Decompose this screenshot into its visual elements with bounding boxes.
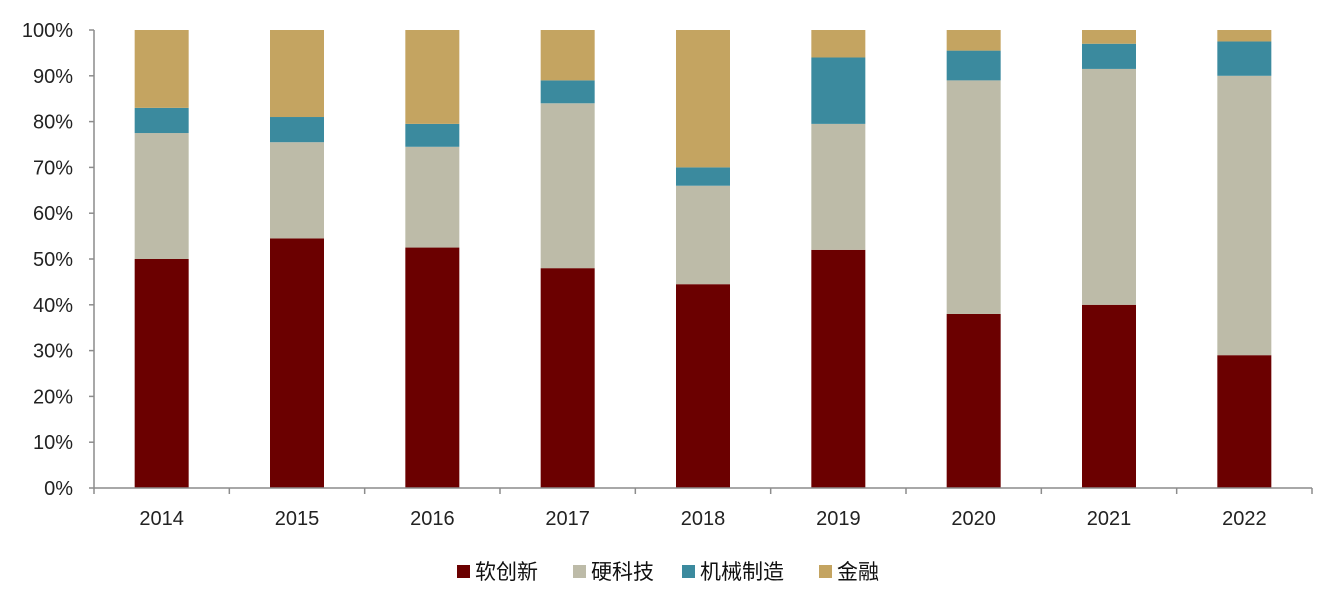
legend-label: 机械制造 xyxy=(700,561,784,584)
x-tick-label: 2017 xyxy=(545,508,590,530)
legend-item-0: 软创新 xyxy=(457,561,538,584)
bar-segment-2019-s2 xyxy=(811,57,866,124)
bar-segment-2015-s1 xyxy=(270,142,324,239)
bar-segment-2016-s2 xyxy=(405,123,460,147)
bar-segment-2015-s0 xyxy=(270,238,324,488)
x-tick-label: 2016 xyxy=(410,508,455,530)
bar-segment-2019-s3 xyxy=(811,30,866,58)
bar-segment-2016-s0 xyxy=(405,247,460,488)
bar-segment-2015-s2 xyxy=(270,117,324,143)
legend-item-2: 机械制造 xyxy=(682,561,784,584)
bar-segment-2022-s0 xyxy=(1217,355,1272,488)
bar-segment-2020-s3 xyxy=(946,30,1001,51)
bar-segment-2022-s2 xyxy=(1217,41,1272,76)
y-tick-label: 70% xyxy=(33,157,73,179)
axes-layer: 0% 10% 20% 30% 40% 50% 60% 70% 80% 90% 100% 2014 201… xyxy=(22,20,1313,530)
x-tick-label: 2020 xyxy=(951,508,996,530)
bar-segment-2014-s0 xyxy=(134,259,189,488)
legend-item-3: 金融 xyxy=(819,561,879,584)
y-tick-label: 10% xyxy=(33,432,73,454)
bar-segment-2022-s1 xyxy=(1217,75,1272,356)
bar-segment-2018-s0 xyxy=(676,284,730,488)
bar-segment-2018-s2 xyxy=(676,167,730,186)
x-tick-label: 2015 xyxy=(275,508,320,530)
bar-segment-2022-s3 xyxy=(1217,30,1272,42)
bar-segment-2021-s0 xyxy=(1082,304,1136,488)
legend-label: 软创新 xyxy=(475,561,538,584)
x-tick-label: 2022 xyxy=(1222,508,1267,530)
bar-segment-2021-s1 xyxy=(1082,68,1136,305)
y-tick-label: 30% xyxy=(33,341,73,363)
legend: 软创新 硬科技 机械制造 金融 xyxy=(457,561,879,584)
legend-swatch xyxy=(682,565,695,578)
bar-segment-2014-s2 xyxy=(134,107,189,134)
bar-segment-2014-s3 xyxy=(134,30,189,108)
bars-layer xyxy=(134,30,1272,488)
x-tick-label: 2018 xyxy=(681,508,726,530)
bar-segment-2019-s0 xyxy=(811,249,866,488)
bar-segment-2021-s2 xyxy=(1082,43,1136,69)
y-tick-label: 50% xyxy=(33,249,73,271)
bar-segment-2016-s3 xyxy=(405,30,460,124)
legend-swatch xyxy=(819,565,832,578)
y-tick-label: 60% xyxy=(33,203,73,225)
x-tick-label: 2019 xyxy=(816,508,861,530)
x-tick-label: 2021 xyxy=(1087,508,1132,530)
x-tick-label: 2014 xyxy=(139,508,184,530)
y-tick-label: 0% xyxy=(44,478,73,500)
y-tick-label: 90% xyxy=(33,66,73,88)
bar-segment-2017-s1 xyxy=(540,103,595,269)
bar-segment-2020-s0 xyxy=(946,313,1001,488)
legend-swatch xyxy=(573,565,586,578)
bar-segment-2018-s1 xyxy=(676,185,730,285)
bar-segment-2020-s2 xyxy=(946,50,1001,81)
y-tick-label: 20% xyxy=(33,386,73,408)
legend-label: 硬科技 xyxy=(591,561,654,584)
bar-segment-2021-s3 xyxy=(1082,30,1136,44)
legend-item-1: 硬科技 xyxy=(573,561,654,584)
bar-segment-2015-s3 xyxy=(270,30,324,118)
bar-segment-2017-s2 xyxy=(540,80,595,104)
bar-segment-2017-s0 xyxy=(540,268,595,488)
y-tick-label: 80% xyxy=(33,112,73,134)
y-tick-label: 40% xyxy=(33,295,73,317)
bar-segment-2019-s1 xyxy=(811,123,866,250)
legend-label: 金融 xyxy=(837,561,879,584)
legend-swatch xyxy=(457,565,470,578)
bar-segment-2017-s3 xyxy=(540,30,595,81)
bar-segment-2016-s1 xyxy=(405,146,460,248)
bar-segment-2020-s1 xyxy=(946,80,1001,314)
y-tick-label: 100% xyxy=(22,20,73,42)
bar-segment-2014-s1 xyxy=(134,133,189,259)
bar-segment-2018-s3 xyxy=(676,30,730,168)
